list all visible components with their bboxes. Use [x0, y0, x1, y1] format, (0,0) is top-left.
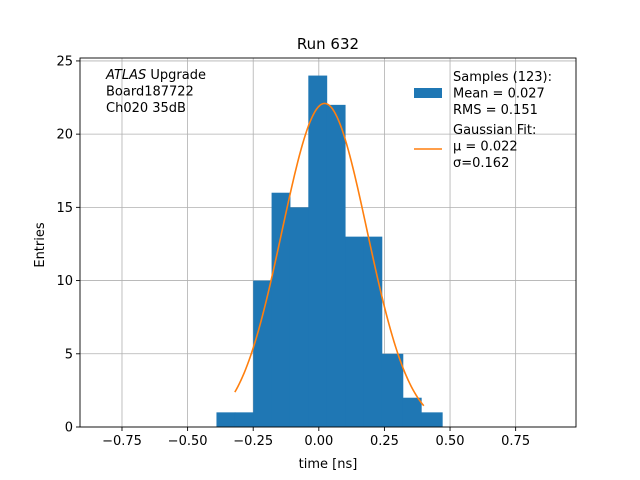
histogram-bar — [216, 412, 236, 427]
y-tick-label: 10 — [56, 274, 73, 289]
x-tick-label: −0.25 — [233, 434, 273, 449]
x-tick-label: 0.50 — [436, 434, 465, 449]
legend-samples-text: Samples (123): — [453, 70, 552, 85]
annotation-line: Ch020 35dB — [106, 101, 186, 116]
histogram-bar — [308, 75, 328, 428]
histogram-bar — [402, 397, 422, 427]
grid-lines — [80, 58, 576, 428]
annotation-line: Board187722 — [106, 85, 194, 100]
atlas-annotation: ATLAS Upgrade Board187722 Ch020 35dB — [105, 68, 206, 116]
y-axis-label: Entries — [33, 222, 48, 268]
x-tick-label: −0.50 — [168, 434, 208, 449]
x-tick-label: 0.00 — [304, 434, 333, 449]
histogram-bar — [421, 412, 443, 427]
x-tick-label: 0.25 — [370, 434, 399, 449]
x-axis-ticks: −0.75 −0.50 −0.25 0.00 0.25 0.50 0.75 — [102, 427, 530, 449]
histogram-bar — [234, 412, 254, 427]
y-tick-label: 20 — [56, 128, 73, 143]
y-tick-label: 15 — [56, 201, 73, 216]
histogram-bars — [216, 75, 443, 428]
legend-fit-text: μ = 0.022 — [453, 140, 518, 155]
annotation-line: ATLAS Upgrade — [105, 68, 206, 83]
histogram-bar — [289, 207, 309, 427]
histogram-bar — [363, 236, 383, 427]
legend-fit-text: Gaussian Fit: — [453, 123, 536, 138]
legend: Samples (123): Mean = 0.027 RMS = 0.151 G… — [414, 70, 552, 171]
y-tick-label: 0 — [65, 421, 73, 436]
y-axis-ticks: 0 5 10 15 20 25 — [56, 54, 80, 436]
legend-fit-text: σ=0.162 — [453, 156, 509, 171]
y-tick-label: 5 — [65, 347, 73, 362]
histogram-bar — [271, 192, 291, 427]
x-tick-label: −0.75 — [102, 434, 142, 449]
histogram-bar — [345, 236, 364, 427]
legend-patch-samples — [414, 88, 442, 98]
histogram-bar — [381, 353, 404, 427]
x-axis-label: time [ns] — [299, 457, 358, 472]
axes-frame — [79, 57, 577, 428]
gaussian-fit-curve — [234, 102, 425, 407]
histogram-bar — [326, 104, 346, 427]
y-tick-label: 25 — [56, 54, 73, 69]
legend-samples-text: Mean = 0.027 — [453, 87, 545, 102]
x-tick-label: 0.75 — [501, 434, 530, 449]
histogram-bar — [253, 280, 273, 427]
chart-title: Run 632 — [297, 35, 359, 53]
legend-samples-text: RMS = 0.151 — [453, 103, 538, 118]
